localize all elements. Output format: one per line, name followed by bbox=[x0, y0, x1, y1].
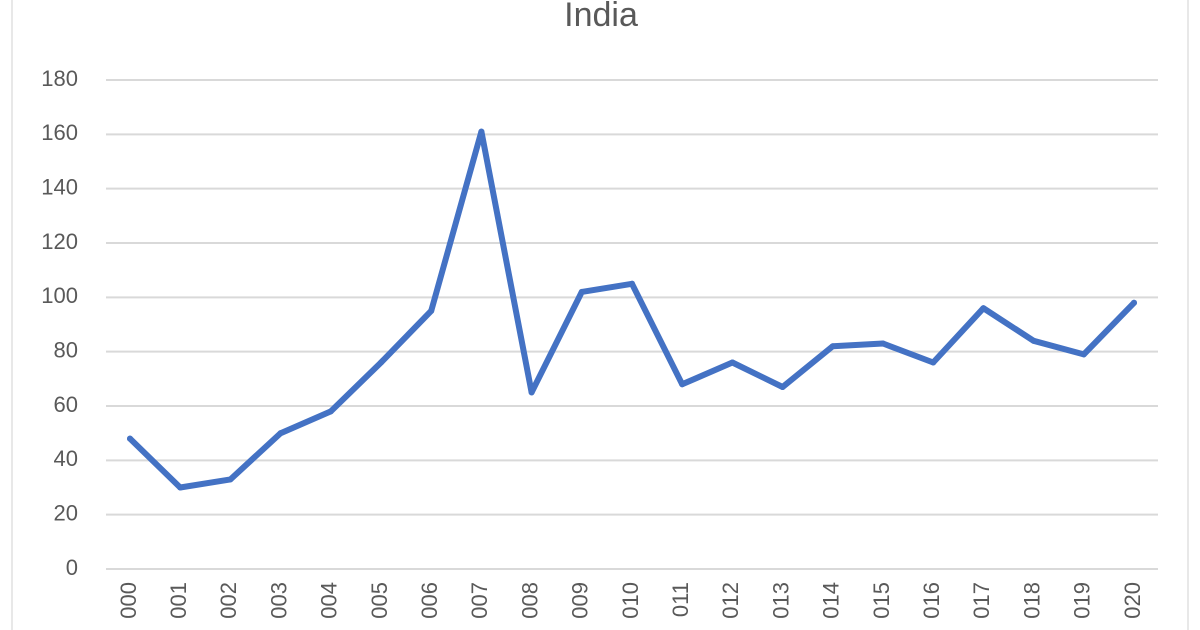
series-layer bbox=[127, 128, 1137, 491]
y-tick-label: 100 bbox=[41, 283, 78, 308]
x-tick-label: 004 bbox=[317, 582, 342, 619]
x-tick-label: 008 bbox=[517, 582, 542, 619]
data-point bbox=[679, 381, 686, 388]
data-point bbox=[1030, 337, 1037, 344]
x-tick-label: 020 bbox=[1120, 582, 1145, 619]
data-point bbox=[930, 359, 937, 366]
data-point bbox=[779, 383, 786, 390]
data-point bbox=[277, 430, 284, 437]
data-point bbox=[629, 280, 635, 287]
x-tick-label: 012 bbox=[718, 582, 743, 619]
y-tick-label: 120 bbox=[41, 229, 78, 254]
y-tick-label: 160 bbox=[41, 120, 78, 145]
x-tick-label: 018 bbox=[1019, 582, 1044, 619]
x-tick-label: 000 bbox=[116, 582, 141, 619]
x-tick-label: 005 bbox=[367, 582, 392, 619]
x-axis-ticks: 000 001 002 003 004 005 006 007 008 009 010 011 012 0… bbox=[116, 582, 1145, 619]
x-tick-label: 010 bbox=[618, 582, 643, 619]
y-tick-label: 40 bbox=[54, 446, 78, 471]
y-tick-label: 80 bbox=[54, 337, 78, 362]
x-tick-label: 011 bbox=[668, 582, 693, 617]
data-point bbox=[478, 128, 485, 135]
chart-title: India bbox=[564, 0, 638, 34]
y-tick-label: 180 bbox=[41, 66, 78, 91]
data-point bbox=[1080, 351, 1087, 358]
data-point bbox=[880, 340, 886, 347]
y-tick-label: 60 bbox=[54, 392, 78, 417]
data-point bbox=[578, 288, 585, 295]
x-tick-label: 017 bbox=[969, 582, 994, 619]
y-axis-ticks: 0 20 40 60 80 100 120 140 160 180 bbox=[41, 66, 78, 580]
x-tick-label: 019 bbox=[1070, 582, 1095, 619]
x-tick-label: 014 bbox=[819, 582, 844, 619]
data-point bbox=[378, 359, 384, 366]
data-point bbox=[528, 389, 535, 396]
data-point bbox=[428, 307, 435, 314]
data-point bbox=[729, 359, 736, 366]
data-point bbox=[829, 343, 836, 350]
data-point bbox=[980, 305, 987, 312]
x-tick-label: 007 bbox=[467, 582, 492, 619]
data-point bbox=[177, 484, 184, 491]
x-tick-label: 013 bbox=[768, 582, 793, 619]
x-tick-label: 015 bbox=[869, 582, 894, 619]
y-tick-label: 20 bbox=[54, 500, 78, 525]
x-tick-label: 001 bbox=[166, 582, 191, 619]
x-tick-label: 009 bbox=[568, 582, 593, 619]
x-tick-label: 002 bbox=[216, 582, 241, 619]
data-point bbox=[327, 408, 334, 415]
x-tick-label: 003 bbox=[266, 582, 291, 619]
y-tick-label: 0 bbox=[66, 555, 78, 580]
data-point bbox=[227, 476, 234, 483]
x-tick-label: 016 bbox=[919, 582, 944, 619]
y-tick-label: 140 bbox=[41, 174, 78, 199]
data-point bbox=[127, 435, 133, 442]
chart-border bbox=[11, 0, 1189, 630]
data-point bbox=[1131, 299, 1137, 306]
x-tick-label: 006 bbox=[417, 582, 442, 619]
gridlines bbox=[106, 79, 1158, 570]
